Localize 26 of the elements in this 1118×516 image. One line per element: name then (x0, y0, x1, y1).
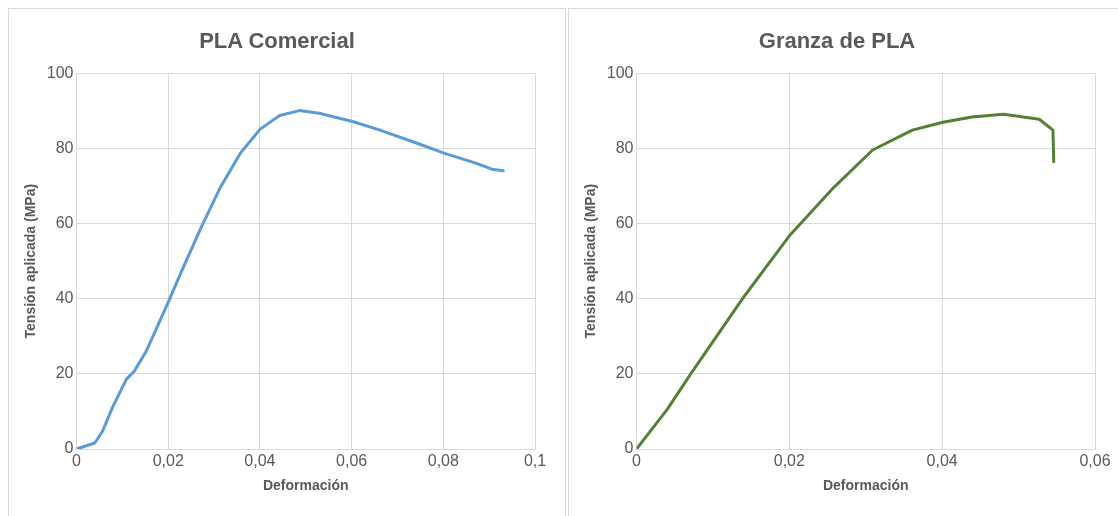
y-tick-label: 40 (615, 289, 634, 307)
y-tick-label: 60 (55, 214, 74, 232)
x-tick-label: 0,06 (1079, 452, 1111, 470)
x-axis-title: Deformación (822, 477, 909, 494)
x-tick-label: 0,06 (336, 452, 368, 470)
y-tick-label: 80 (55, 138, 74, 156)
y-tick-label: 60 (615, 214, 634, 232)
x-tick-label: 0,1 (523, 452, 547, 470)
y-tick-label: 0 (64, 439, 74, 457)
y-axis-title: Tensión aplicada (MPa) (22, 183, 39, 339)
y-tick-label: 100 (46, 63, 74, 81)
y-axis-title: Tensión aplicada (MPa) (582, 183, 599, 339)
y-tick-label: 20 (55, 364, 74, 382)
y-tick-label: 0 (624, 439, 634, 457)
y-tick-label: 20 (615, 364, 634, 382)
x-axis-title: Deformación (262, 477, 349, 494)
y-tick-label: 40 (55, 289, 74, 307)
y-tick-label: 80 (615, 138, 634, 156)
x-tick-label: 0,02 (152, 452, 184, 470)
chart-title: PLA Comercial (199, 28, 355, 54)
chart-title: Granza de PLA (758, 28, 916, 54)
x-tick-label: 0,04 (926, 452, 958, 470)
y-tick-label: 100 (606, 63, 634, 81)
x-tick-label: 0,04 (244, 452, 276, 470)
x-tick-label: 0,08 (427, 452, 459, 470)
x-tick-label: 0,02 (773, 452, 805, 470)
